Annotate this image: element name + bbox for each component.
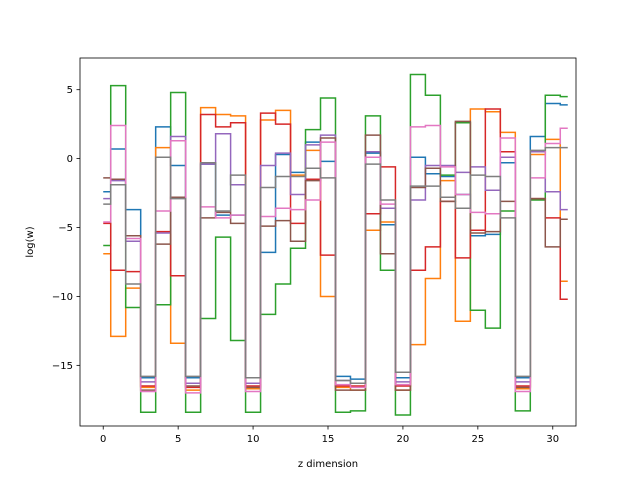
y-tick-label: −15 — [52, 361, 73, 372]
y-tick-label: −5 — [58, 223, 73, 234]
x-tick-label: 15 — [322, 434, 335, 445]
x-tick-label: 25 — [471, 434, 484, 445]
series-line-5 — [103, 120, 568, 391]
y-axis-label: log(w) — [25, 226, 36, 257]
series-line-7 — [103, 146, 568, 385]
x-axis-label: z dimension — [298, 459, 358, 470]
y-axis: 5 0 −5 −10 −15 — [52, 85, 80, 372]
x-axis: 0 5 10 15 20 25 30 — [100, 426, 559, 445]
x-tick-label: 10 — [247, 434, 260, 445]
x-tick-label: 5 — [175, 434, 181, 445]
x-tick-label: 20 — [397, 434, 410, 445]
y-tick-label: −10 — [52, 292, 73, 303]
x-tick-label: 0 — [100, 434, 106, 445]
series-line-4 — [103, 133, 568, 385]
y-tick-label: 5 — [67, 85, 73, 96]
x-tick-label: 30 — [546, 434, 559, 445]
series-layer — [103, 73, 568, 416]
y-tick-label: 0 — [67, 154, 73, 165]
